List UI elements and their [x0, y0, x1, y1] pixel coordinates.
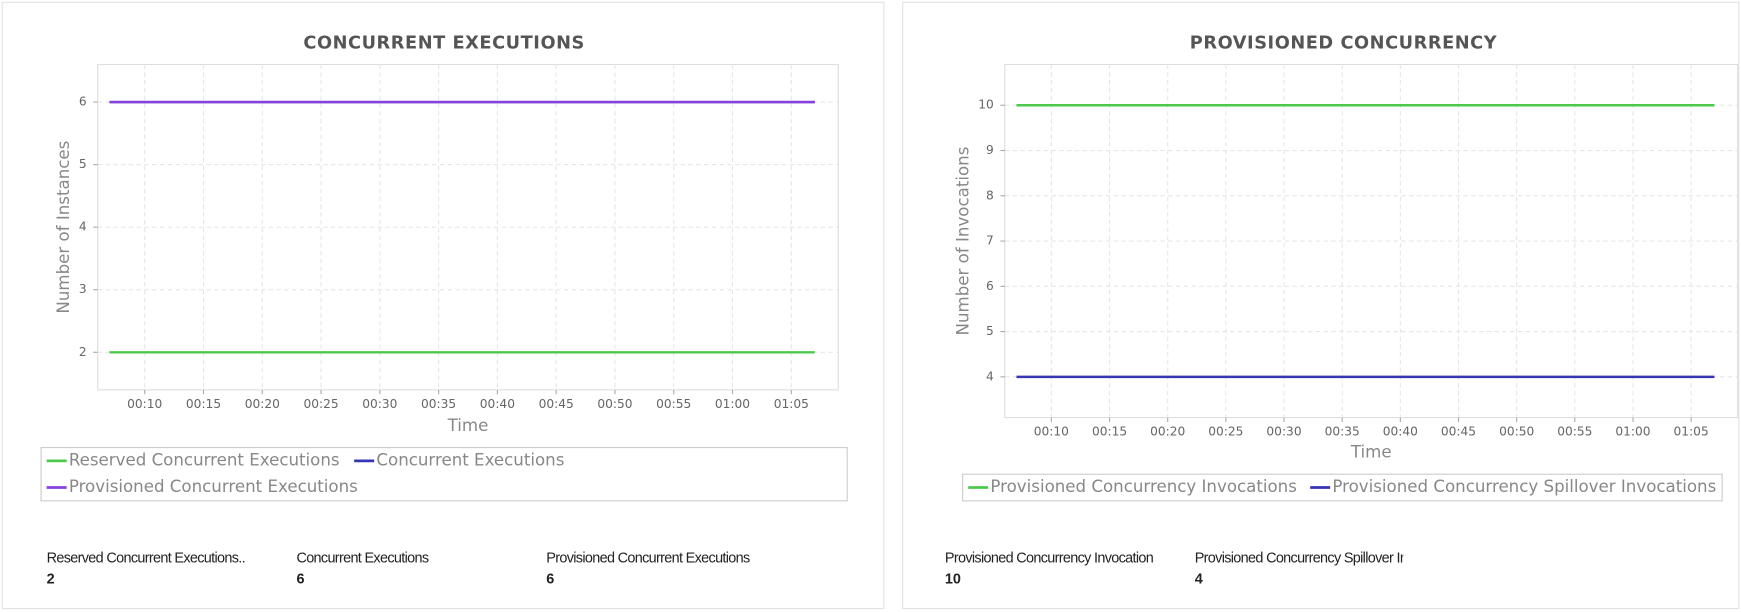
legend-label: Reserved Concurrent Executions	[69, 450, 340, 469]
y-tick-label: 4	[79, 220, 87, 234]
legend-box	[962, 473, 1723, 502]
summary-value: 2	[47, 572, 55, 588]
legend-label: Provisioned Concurrent Executions	[69, 477, 358, 496]
chart-title: CONCURRENT EXECUTIONS	[303, 33, 585, 53]
x-tick-label: 00:45	[1441, 425, 1476, 439]
x-tick-label: 00:15	[1092, 425, 1127, 439]
summary-value: 6	[296, 572, 304, 588]
summary-value: 6	[546, 572, 554, 588]
x-tick-label: 00:25	[1208, 425, 1243, 439]
x-tick-label: 00:35	[1325, 425, 1360, 439]
x-tick-label: 00:30	[1266, 425, 1301, 439]
y-axis-label: Number of Instances	[54, 141, 73, 314]
summary-value: 10	[945, 572, 961, 588]
y-tick-label: 9	[986, 143, 994, 157]
summary-value: 4	[1195, 572, 1203, 588]
x-tick-label: 00:40	[480, 397, 515, 411]
x-tick-label: 00:55	[1557, 425, 1592, 439]
x-tick-label: 00:45	[539, 397, 574, 411]
y-tick-label: 7	[986, 234, 994, 248]
x-tick-label: 00:20	[1150, 425, 1185, 439]
y-tick-label: 5	[986, 324, 994, 338]
y-tick-label: 5	[79, 157, 87, 171]
x-tick-label: 00:20	[245, 397, 280, 411]
y-tick-label: 4	[986, 369, 994, 383]
x-tick-label: 01:05	[774, 397, 809, 411]
legend-label: Concurrent Executions	[376, 450, 564, 469]
y-axis-label: Number of Invocations	[953, 147, 972, 336]
x-tick-label: 00:30	[362, 397, 397, 411]
chart-title: PROVISIONED CONCURRENCY	[1190, 33, 1498, 53]
x-tick-label: 01:05	[1674, 425, 1709, 439]
x-axis-label: Time	[1350, 443, 1392, 462]
x-tick-label: 00:50	[1499, 425, 1534, 439]
summary-label: Provisioned Concurrent Executions	[546, 550, 750, 566]
x-tick-label: 01:00	[715, 397, 750, 411]
y-tick-label: 8	[986, 188, 994, 202]
y-tick-label: 6	[986, 279, 994, 293]
x-tick-label: 00:50	[597, 397, 632, 411]
x-tick-label: 00:35	[421, 397, 456, 411]
x-tick-label: 01:00	[1615, 425, 1650, 439]
summary-label: Provisioned Concurrency Spillover Invoca…	[1195, 550, 1463, 566]
y-tick-label: 2	[79, 345, 87, 359]
x-tick-label: 00:25	[303, 397, 338, 411]
y-tick-label: 6	[79, 95, 87, 109]
y-tick-label: 10	[978, 98, 994, 112]
x-tick-label: 00:10	[1034, 425, 1069, 439]
x-tick-label: 00:55	[656, 397, 691, 411]
x-tick-label: 00:10	[127, 397, 162, 411]
summary-label: Reserved Concurrent Executions..	[47, 550, 245, 566]
x-tick-label: 00:40	[1383, 425, 1418, 439]
x-tick-label: 00:15	[186, 397, 221, 411]
x-axis-label: Time	[447, 416, 489, 435]
summary-label: Concurrent Executions	[296, 550, 428, 566]
summary-label: Provisioned Concurrency Invocations	[945, 550, 1160, 566]
legend-box	[40, 447, 848, 502]
legend-label: Provisioned Concurrency Invocations	[990, 477, 1296, 496]
y-tick-label: 3	[79, 282, 87, 296]
legend-label: Provisioned Concurrency Spillover Invoca…	[1332, 477, 1716, 496]
